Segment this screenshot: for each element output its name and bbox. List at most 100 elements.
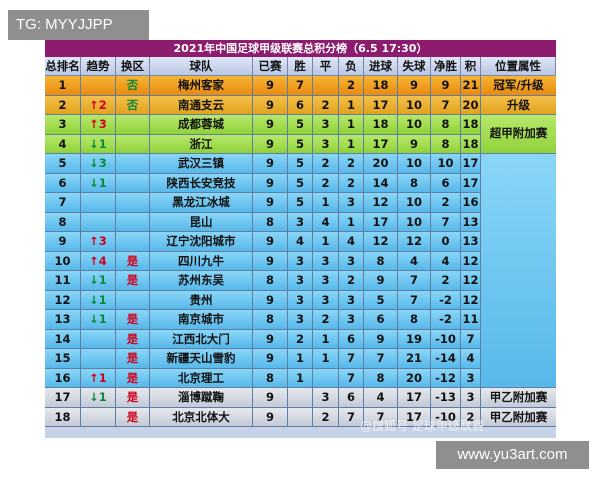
standings-table: 2021年中国足球甲级联赛总积分榜（6.5 17:30） 总排名 趋势 换区 球队 已赛… xyxy=(45,40,556,438)
trend-cell: ↓1 xyxy=(81,388,116,407)
zone-change-cell: 否 xyxy=(116,95,150,114)
header-goals-against: 失球 xyxy=(398,57,431,76)
goal-diff-cell: -14 xyxy=(431,349,461,368)
draws-cell xyxy=(313,368,339,387)
losses-cell: 3 xyxy=(339,290,364,309)
played-cell: 9 xyxy=(253,232,288,251)
points-cell: 3 xyxy=(461,368,481,387)
losses-cell: 1 xyxy=(339,212,364,231)
trend-cell xyxy=(81,193,116,212)
table-row: 11 ↓1 是苏州东吴 8 3 3 2 9 7 2 12 xyxy=(45,271,481,291)
zone-change-cell: 是 xyxy=(116,271,150,290)
table-row: 13 ↓1 是南京城市 8 3 2 3 6 8 -2 11 xyxy=(45,310,481,330)
goals-for-cell: 8 xyxy=(364,368,398,387)
table-row: 5 ↓3 武汉三镇 9 5 2 2 20 10 10 17 xyxy=(45,154,481,174)
losses-cell: 6 xyxy=(339,388,364,407)
trend-cell: ↓1 xyxy=(81,290,116,309)
played-cell: 9 xyxy=(253,193,288,212)
position-attribute-cell: 超甲附加赛 xyxy=(481,115,556,154)
goal-diff-cell: -10 xyxy=(431,329,461,348)
points-cell: 16 xyxy=(461,193,481,212)
goals-against-cell: 8 xyxy=(398,173,431,192)
wins-cell: 3 xyxy=(288,212,313,231)
points-cell: 21 xyxy=(461,76,481,95)
played-cell: 9 xyxy=(253,154,288,173)
goals-against-cell: 17 xyxy=(398,388,431,407)
losses-cell: 2 xyxy=(339,173,364,192)
goals-for-cell: 18 xyxy=(364,115,398,134)
goals-against-cell: 21 xyxy=(398,349,431,368)
zone-change-cell xyxy=(116,290,150,309)
losses-cell: 7 xyxy=(339,368,364,387)
zone-change-cell xyxy=(116,154,150,173)
goals-against-cell: 19 xyxy=(398,329,431,348)
team-cell: 江西北大门 xyxy=(150,329,253,348)
goals-for-cell: 6 xyxy=(364,310,398,329)
rank-cell: 16 xyxy=(45,368,81,387)
goals-against-cell: 10 xyxy=(398,212,431,231)
rank-cell: 4 xyxy=(45,134,81,153)
played-cell: 9 xyxy=(253,349,288,368)
draws-cell: 1 xyxy=(313,329,339,348)
losses-cell: 2 xyxy=(339,154,364,173)
goals-for-cell: 5 xyxy=(364,290,398,309)
draws-cell: 1 xyxy=(313,232,339,251)
draws-cell: 3 xyxy=(313,251,339,270)
points-cell: 12 xyxy=(461,290,481,309)
goals-for-cell: 7 xyxy=(364,407,398,426)
team-cell: 北京理工 xyxy=(150,368,253,387)
header-rank: 总排名 xyxy=(45,57,81,76)
rank-cell: 11 xyxy=(45,271,81,290)
rank-cell: 17 xyxy=(45,388,81,407)
wins-cell: 3 xyxy=(288,251,313,270)
goal-diff-cell: -2 xyxy=(431,310,461,329)
table-row: 4 ↓1 浙江 9 5 3 1 17 9 8 18 xyxy=(45,134,481,154)
played-cell: 9 xyxy=(253,95,288,114)
rank-cell: 9 xyxy=(45,232,81,251)
wins-cell: 1 xyxy=(288,368,313,387)
header-points: 积分 xyxy=(461,57,481,92)
zone-change-cell: 是 xyxy=(116,368,150,387)
trend-cell: ↓1 xyxy=(81,134,116,153)
goals-for-cell: 9 xyxy=(364,271,398,290)
header-played: 已赛 xyxy=(253,57,288,76)
goals-for-cell: 8 xyxy=(364,251,398,270)
draws-cell: 2 xyxy=(313,310,339,329)
trend-cell xyxy=(81,76,116,95)
goal-diff-cell: 8 xyxy=(431,134,461,153)
played-cell: 9 xyxy=(253,76,288,95)
goal-diff-cell: 9 xyxy=(431,76,461,95)
table-row: 1 否梅州客家 9 7 2 18 9 9 21 xyxy=(45,76,481,96)
table-row: 15 是新疆天山雪豹 9 1 1 7 7 21 -14 4 xyxy=(45,349,481,369)
goals-against-cell: 10 xyxy=(398,154,431,173)
team-cell: 贵州 xyxy=(150,290,253,309)
rank-cell: 10 xyxy=(45,251,81,270)
losses-cell: 1 xyxy=(339,134,364,153)
goal-diff-cell: -12 xyxy=(431,368,461,387)
position-attribute-cell: 升级 xyxy=(481,95,556,115)
team-cell: 南京城市 xyxy=(150,310,253,329)
rank-cell: 8 xyxy=(45,212,81,231)
zone-change-cell xyxy=(116,134,150,153)
wins-cell: 5 xyxy=(288,193,313,212)
goals-against-cell: 17 xyxy=(398,407,431,426)
header-draws: 平 xyxy=(313,57,339,76)
goals-for-cell: 17 xyxy=(364,95,398,114)
position-attribute-cell xyxy=(481,154,556,388)
team-cell: 黑龙江冰城 xyxy=(150,193,253,212)
wins-cell xyxy=(288,407,313,426)
goals-for-cell: 17 xyxy=(364,212,398,231)
points-cell: 12 xyxy=(461,251,481,270)
wins-cell: 3 xyxy=(288,310,313,329)
goal-diff-cell: 8 xyxy=(431,115,461,134)
table-row: 14 是江西北大门 9 2 1 6 9 19 -10 7 xyxy=(45,329,481,349)
team-cell: 成都蓉城 xyxy=(150,115,253,134)
points-cell: 2 xyxy=(461,407,481,426)
rank-cell: 12 xyxy=(45,290,81,309)
table-row: 7 黑龙江冰城 9 5 1 3 12 10 2 16 xyxy=(45,193,481,213)
goals-for-cell: 14 xyxy=(364,173,398,192)
goals-against-cell: 10 xyxy=(398,95,431,114)
rank-cell: 13 xyxy=(45,310,81,329)
goals-for-cell: 12 xyxy=(364,193,398,212)
goals-against-cell: 7 xyxy=(398,271,431,290)
